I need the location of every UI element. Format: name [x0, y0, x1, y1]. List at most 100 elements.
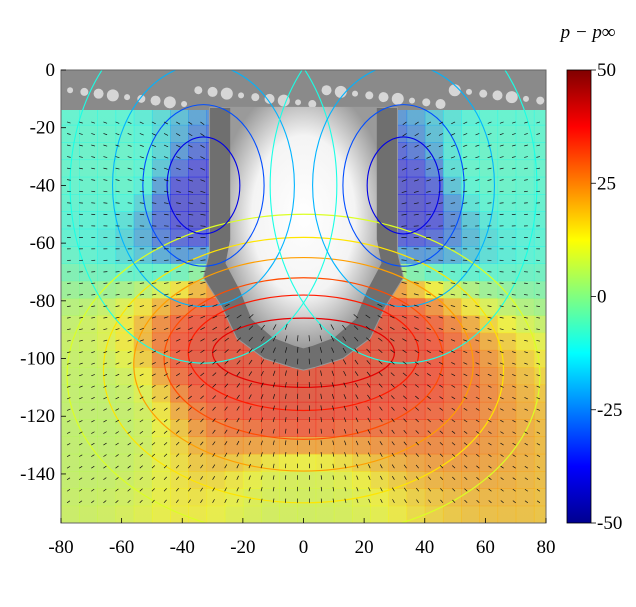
velocity-arrow	[390, 372, 395, 377]
velocity-arrow	[91, 465, 95, 469]
velocity-arrow	[500, 465, 504, 469]
velocity-arrow	[487, 408, 492, 411]
field-cell	[352, 367, 371, 386]
field-cell	[97, 471, 117, 489]
velocity-arrow	[414, 121, 419, 125]
field-cell	[297, 384, 317, 403]
field-cell	[533, 297, 546, 316]
velocity-arrow	[439, 396, 444, 400]
velocity-arrow	[151, 305, 157, 307]
velocity-arrow	[151, 121, 156, 125]
field-cell	[333, 471, 353, 489]
field-cell	[461, 142, 480, 161]
velocity-arrow	[127, 202, 132, 204]
velocity-arrow	[127, 465, 131, 469]
field-cell	[115, 211, 135, 230]
velocity-arrow	[366, 337, 371, 342]
velocity-arrow	[260, 417, 264, 423]
velocity-arrow	[330, 324, 335, 330]
field-cell	[533, 142, 546, 161]
field-cell	[406, 211, 426, 230]
field-cell	[97, 419, 117, 438]
velocity-arrow	[450, 327, 456, 331]
velocity-arrow	[511, 190, 516, 193]
field-cell	[497, 107, 517, 126]
velocity-arrow	[536, 500, 541, 504]
velocity-arrow	[426, 202, 431, 204]
velocity-arrow	[260, 487, 263, 492]
velocity-arrow	[272, 324, 277, 330]
velocity-arrow	[378, 372, 383, 377]
velocity-arrow	[103, 316, 108, 319]
velocity-arrow	[79, 156, 83, 158]
velocity-arrow	[475, 167, 480, 170]
velocity-arrow	[103, 328, 108, 331]
velocity-arrow	[332, 440, 335, 446]
velocity-arrow	[163, 499, 167, 504]
velocity-arrow	[524, 362, 528, 365]
velocity-arrow	[176, 361, 181, 365]
field-cell	[61, 142, 80, 161]
field-cell	[533, 471, 546, 489]
velocity-arrow	[284, 417, 287, 423]
velocity-arrow	[284, 382, 287, 388]
velocity-arrow	[368, 498, 371, 503]
field-cell	[424, 228, 444, 247]
velocity-arrow	[487, 294, 492, 296]
velocity-arrow	[379, 429, 383, 434]
y-tick-label: -80	[30, 291, 55, 312]
velocity-arrow	[200, 372, 205, 377]
field-cell	[479, 297, 499, 316]
velocity-arrow	[236, 406, 240, 411]
velocity-arrow	[176, 202, 181, 204]
velocity-arrow	[224, 303, 230, 307]
velocity-arrow	[366, 360, 371, 365]
velocity-arrow	[79, 351, 83, 354]
field-cell	[442, 436, 462, 455]
velocity-arrow	[416, 499, 419, 504]
velocity-arrow	[260, 405, 264, 411]
velocity-arrow	[413, 202, 419, 205]
velocity-arrow	[511, 156, 516, 158]
velocity-arrow	[415, 418, 419, 423]
colorbar-tick-label: 50	[597, 60, 616, 81]
field-cell	[79, 176, 98, 195]
field-cell	[279, 488, 299, 507]
velocity-arrow	[151, 190, 157, 193]
velocity-arrow	[66, 121, 71, 124]
velocity-arrow	[224, 372, 229, 377]
field-cell	[297, 436, 317, 455]
velocity-arrow	[414, 327, 419, 330]
field-cell	[515, 401, 535, 420]
velocity-arrow	[151, 384, 156, 388]
field-cell	[279, 436, 299, 455]
velocity-arrow	[344, 452, 347, 457]
velocity-arrow	[378, 337, 383, 342]
bubble	[295, 99, 302, 106]
velocity-arrow	[200, 190, 206, 194]
velocity-arrow	[524, 454, 528, 457]
velocity-arrow	[224, 441, 228, 446]
field-cell	[406, 280, 426, 299]
velocity-arrow	[377, 303, 383, 307]
velocity-arrow	[463, 121, 468, 124]
velocity-arrow	[426, 293, 431, 296]
velocity-arrow	[463, 156, 468, 159]
velocity-arrow	[260, 347, 265, 353]
velocity-arrow	[212, 304, 218, 307]
velocity-arrow	[224, 326, 230, 330]
field-cell	[333, 488, 353, 507]
velocity-arrow	[66, 167, 71, 170]
velocity-arrow	[115, 121, 120, 124]
velocity-arrow	[272, 486, 275, 492]
field-cell	[370, 367, 389, 386]
velocity-arrow	[248, 475, 251, 480]
velocity-arrow	[536, 179, 540, 181]
velocity-arrow	[487, 202, 492, 204]
bubble	[277, 94, 290, 107]
velocity-arrow	[450, 339, 456, 342]
field-cell	[388, 349, 408, 368]
field-cell	[497, 401, 517, 420]
velocity-arrow	[390, 360, 395, 365]
field-cell	[242, 505, 262, 523]
